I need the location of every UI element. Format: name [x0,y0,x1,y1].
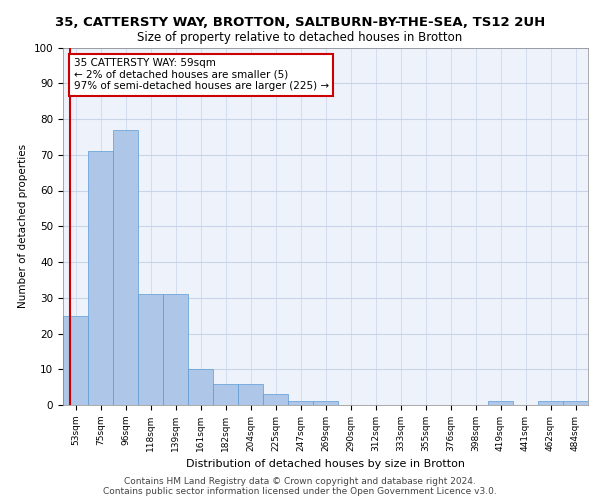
Bar [138,294,163,405]
Y-axis label: Number of detached properties: Number of detached properties [18,144,28,308]
Bar [488,402,513,405]
Bar [63,316,88,405]
Bar [288,402,313,405]
X-axis label: Distribution of detached houses by size in Brotton: Distribution of detached houses by size … [186,460,465,469]
Bar [563,402,588,405]
Bar [313,402,338,405]
Text: Size of property relative to detached houses in Brotton: Size of property relative to detached ho… [137,31,463,44]
Bar [238,384,263,405]
Bar [188,369,213,405]
Text: 35 CATTERSTY WAY: 59sqm
← 2% of detached houses are smaller (5)
97% of semi-deta: 35 CATTERSTY WAY: 59sqm ← 2% of detached… [74,58,329,92]
Bar [538,402,563,405]
Bar [263,394,288,405]
Text: Contains HM Land Registry data © Crown copyright and database right 2024.
Contai: Contains HM Land Registry data © Crown c… [103,476,497,496]
Bar [113,130,138,405]
Bar [163,294,188,405]
Bar [88,151,113,405]
Bar [213,384,238,405]
Text: 35, CATTERSTY WAY, BROTTON, SALTBURN-BY-THE-SEA, TS12 2UH: 35, CATTERSTY WAY, BROTTON, SALTBURN-BY-… [55,16,545,29]
